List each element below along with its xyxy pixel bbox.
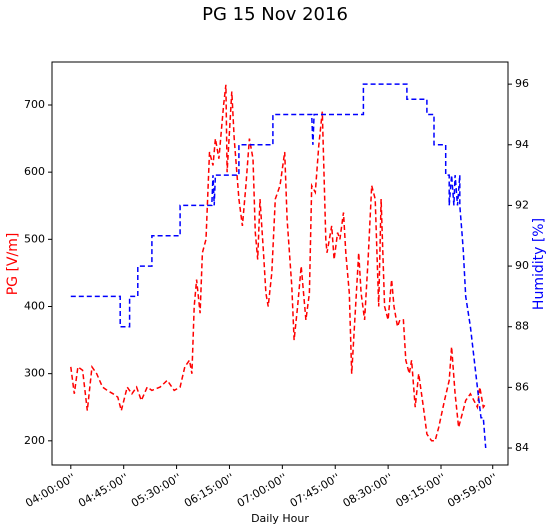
x-tick-label: 04:00:00'' [23, 471, 78, 510]
x-tick-label: 05:30:00'' [129, 471, 184, 510]
x-tick-label: 08:30:00'' [341, 471, 396, 510]
x-tick-label: 09:59:00'' [445, 471, 500, 510]
chart-title: PG 15 Nov 2016 [202, 4, 348, 25]
data-line [70, 83, 487, 449]
y2-tick-label: 86 [515, 380, 529, 393]
y2-tick-label: 94 [515, 138, 529, 151]
y2-tick-label: 84 [515, 441, 529, 454]
y-tick-label: 500 [24, 232, 45, 245]
y2-axis-label: Humidity [%] [531, 218, 547, 310]
x-tick-label: 07:00:00'' [235, 471, 290, 510]
y-tick-label: 200 [24, 434, 45, 447]
y-tick-label: 300 [24, 367, 45, 380]
y2-tick-label: 90 [515, 259, 529, 272]
y-axis-label: PG [V/m] [5, 233, 21, 296]
x-axis-label: Daily Hour [251, 512, 309, 525]
x-tick-label: 07:45:00'' [288, 471, 343, 510]
y2-tick-label: 96 [515, 77, 529, 90]
data-line [70, 84, 487, 442]
y-tick-label: 400 [24, 299, 45, 312]
x-tick-label: 06:15:00'' [182, 471, 237, 510]
x-tick-label: 04:45:00'' [76, 471, 131, 510]
y-tick-label: 700 [24, 98, 45, 111]
plot-frame [51, 61, 509, 466]
y2-tick-label: 92 [515, 198, 529, 211]
y2-tick-label: 88 [515, 320, 529, 333]
y-tick-label: 600 [24, 165, 45, 178]
x-tick-label: 09:15:00'' [393, 471, 448, 510]
